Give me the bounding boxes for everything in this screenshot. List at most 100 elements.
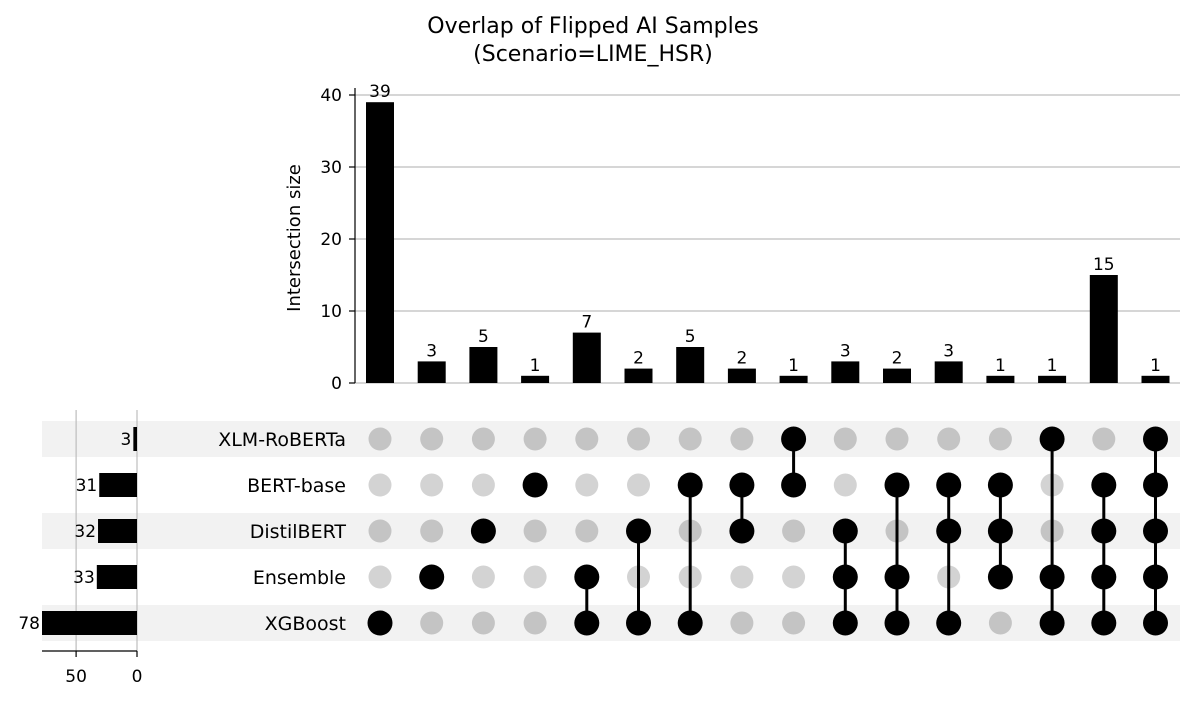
intersection-bar-label: 2 — [736, 349, 747, 369]
matrix-dot-inactive — [575, 427, 599, 451]
matrix-dot-active — [1143, 472, 1168, 498]
intersection-bar — [572, 332, 601, 383]
matrix-dot-active — [936, 610, 962, 636]
matrix-dot-active — [677, 610, 703, 636]
set-size-bar — [133, 427, 137, 451]
matrix-dot-inactive — [833, 427, 857, 451]
matrix-dot-inactive — [678, 427, 702, 451]
matrix-dot-active — [1143, 564, 1168, 590]
y-tick-label: 20 — [320, 230, 342, 250]
chart-title: Overlap of Flipped AI Samples — [427, 14, 758, 39]
matrix-dot-inactive — [782, 565, 806, 589]
y-tick-label: 40 — [320, 86, 342, 106]
matrix-dot-inactive — [988, 611, 1012, 635]
matrix-dot-active — [1039, 610, 1065, 636]
matrix-dot-active — [1039, 564, 1065, 590]
intersection-bar-label: 3 — [840, 341, 851, 361]
intersection-bar — [676, 347, 705, 383]
matrix-dot-inactive — [730, 565, 754, 589]
intersection-bar-label: 5 — [685, 327, 696, 347]
matrix-dot-inactive — [368, 427, 392, 451]
set-size-label: 3 — [121, 430, 132, 450]
matrix-dot-active — [522, 472, 548, 498]
matrix-dot-inactive — [420, 473, 444, 497]
intersection-bar-label: 1 — [530, 356, 541, 376]
intersection-bar-label: 3 — [943, 341, 954, 361]
matrix-dot-inactive — [471, 611, 495, 635]
set-label: DistilBERT — [250, 521, 347, 543]
set-size-bar — [42, 611, 137, 635]
intersection-bar-label: 1 — [1047, 356, 1058, 376]
matrix-dot-inactive — [730, 611, 754, 635]
intersection-bar-labels: 39 3 5 1 7 2 5 2 1 3 2 3 1 1 15 1 — [369, 82, 1161, 376]
set-label: Ensemble — [253, 567, 346, 589]
set-size-tick-label: 0 — [132, 667, 143, 687]
matrix-dot-active — [1091, 564, 1117, 590]
matrix-dot-inactive — [782, 611, 806, 635]
matrix-dot-active — [574, 610, 600, 636]
intersection-axis-label: Intersection size — [284, 164, 305, 312]
set-label: XGBoost — [265, 613, 346, 635]
matrix-dot-inactive — [523, 565, 547, 589]
matrix-dot-active — [626, 610, 651, 636]
intersection-bar — [521, 375, 550, 383]
matrix-dot-inactive — [782, 519, 806, 543]
matrix-dot-active — [1143, 518, 1168, 544]
matrix-dot-inactive — [833, 473, 857, 497]
matrix-dot-active — [884, 472, 910, 498]
set-size-tick-label: 50 — [65, 667, 87, 687]
intersection-bar — [624, 368, 653, 383]
matrix-dot-inactive — [471, 565, 495, 589]
intersection-bars — [366, 102, 1170, 383]
intersection-bar-label: 39 — [369, 82, 391, 102]
matrix-dot-inactive — [575, 473, 599, 497]
intersection-bar-label: 15 — [1093, 255, 1115, 275]
y-tick-label: 0 — [331, 374, 342, 394]
intersection-bar-label: 5 — [478, 327, 489, 347]
intersection-bar — [469, 347, 498, 383]
matrix-dot-active — [677, 472, 703, 498]
matrix-dot-active — [832, 564, 858, 590]
matrix-dot-active — [832, 610, 858, 636]
intersection-bar-label: 1 — [995, 356, 1006, 376]
matrix-dot-inactive — [420, 611, 444, 635]
intersection-bar-label: 3 — [426, 341, 437, 361]
matrix-dot-inactive — [575, 519, 599, 543]
matrix-dot-inactive — [471, 427, 495, 451]
matrix-dot-active — [1039, 426, 1065, 452]
matrix-dot-active — [626, 518, 651, 544]
matrix-dot-active — [574, 564, 600, 590]
matrix-dot-inactive — [368, 565, 392, 589]
matrix-dot-active — [987, 564, 1013, 590]
set-size-label: 33 — [73, 568, 95, 588]
matrix-dot-active — [987, 518, 1013, 544]
matrix-dot-inactive — [1092, 427, 1116, 451]
intersection-bar — [727, 368, 756, 383]
matrix-dot-active — [419, 564, 445, 590]
matrix-dot-active — [936, 518, 962, 544]
matrix-dot-inactive — [627, 473, 650, 497]
set-labels: XLM-RoBERTa BERT-base DistilBERT Ensemble XG… — [218, 429, 346, 635]
intersection-bar — [986, 375, 1015, 383]
matrix-dot-active — [1143, 610, 1168, 636]
matrix-dot-active — [729, 518, 755, 544]
intersection-bar — [779, 375, 808, 383]
intersection-bar — [831, 361, 860, 383]
y-tick-label: 30 — [320, 158, 342, 178]
matrix-dot-active — [470, 518, 496, 544]
matrix-dot-active — [781, 472, 807, 498]
matrix-dot-active — [936, 472, 962, 498]
set-size-label: 78 — [18, 614, 40, 634]
matrix-dot-active — [884, 564, 910, 590]
matrix-dot-active — [781, 426, 807, 452]
intersection-bar-label: 2 — [633, 349, 644, 369]
matrix-dot-inactive — [368, 473, 392, 497]
set-size-label: 31 — [76, 476, 98, 496]
matrix-dot-inactive — [627, 427, 650, 451]
matrix-dot-active — [1091, 610, 1117, 636]
set-label: BERT-base — [247, 475, 346, 497]
matrix-dot-inactive — [885, 427, 909, 451]
matrix-dot-inactive — [420, 519, 444, 543]
intersection-bar — [1141, 375, 1170, 383]
